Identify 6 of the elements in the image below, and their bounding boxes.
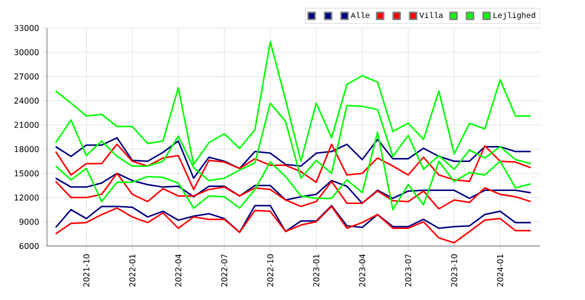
line-series	[54, 131, 532, 210]
line-series	[54, 172, 532, 210]
line-series	[54, 204, 532, 234]
line-series	[54, 206, 532, 244]
line-series	[54, 137, 532, 179]
line-series	[54, 144, 532, 190]
